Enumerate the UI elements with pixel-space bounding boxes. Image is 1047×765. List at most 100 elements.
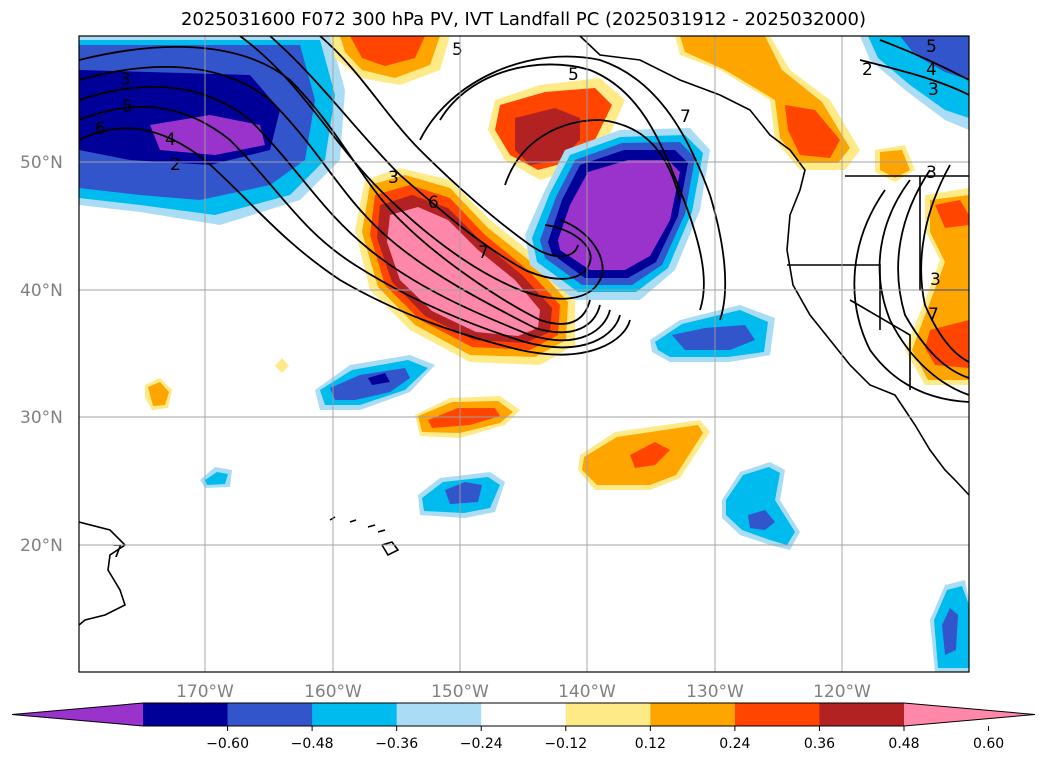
- contour-label: 6: [428, 193, 439, 213]
- contour-label: 7: [680, 107, 691, 127]
- pv-positive-anomaly-coast: [880, 150, 910, 178]
- ivt-contour: [269, 36, 592, 280]
- ivt-contour: [878, 179, 969, 396]
- lon-label: 120°W: [813, 682, 871, 702]
- pv-positive-anomaly-east-edge: [935, 200, 969, 228]
- colorbar-tick-label: 0.24: [719, 736, 750, 752]
- ivt-contour-labels: 3 5 6 4 2 3 5 6 7 5 7 2 3 4 5 3 3 7 7: [95, 37, 941, 562]
- colorbar-tick-label: 0.48: [888, 736, 919, 752]
- ivt-contour: [79, 65, 601, 334]
- pv-negative-anomaly-east: [558, 160, 680, 270]
- contour-label: 4: [165, 130, 176, 150]
- pv-negative-anomaly-nw: [150, 115, 265, 155]
- contour-label: 5: [568, 65, 579, 85]
- pv-positive-anomaly-small: [428, 408, 500, 428]
- ivt-contour: [419, 55, 727, 321]
- pv-positive-anomaly-small: [148, 382, 169, 406]
- colorbar-segment: [734, 703, 820, 726]
- west-pacific-coastline: [79, 521, 127, 626]
- pv-negative-anomaly-ne-corner: [900, 36, 969, 80]
- contour-label: 5: [122, 97, 133, 117]
- colorbar-tick-label: −0.36: [375, 736, 418, 752]
- lon-label: 160°W: [304, 682, 362, 702]
- ivt-contour: [319, 36, 579, 258]
- pv-negative-anomaly-small: [445, 482, 482, 504]
- contour-label: 4: [926, 60, 937, 80]
- contour-label: 3: [930, 270, 941, 290]
- lat-label: 30°N: [20, 408, 63, 428]
- contour-label: 3: [928, 80, 939, 100]
- colorbar-segment: [481, 703, 567, 726]
- colorbar-tick-label: 0.12: [635, 736, 666, 752]
- ivt-contour: [79, 46, 591, 325]
- ivt-contour: [859, 59, 969, 96]
- ivt-contour: [853, 189, 969, 403]
- colorbar-segment: [819, 703, 905, 726]
- ivt-contour: [79, 85, 611, 342]
- contour-label: 7: [928, 305, 939, 325]
- lon-label: 170°W: [176, 682, 234, 702]
- colorbar-extend-min: [12, 703, 143, 726]
- colorbar-tick-label: −0.12: [544, 736, 587, 752]
- latitude-labels: 50°N 40°N 30°N 20°N: [20, 153, 63, 556]
- pv-negative-anomaly-small: [330, 368, 410, 400]
- pv-shading: [79, 36, 969, 672]
- pv-positive-anomaly-ne: [515, 108, 580, 165]
- longitude-labels: 170°W 160°W 150°W 140°W 130°W 120°W: [176, 682, 871, 702]
- pv-negative-anomaly-small: [368, 373, 390, 385]
- contour-label: 2: [170, 155, 181, 175]
- lat-label: 50°N: [20, 153, 63, 173]
- map-frame: [78, 35, 970, 673]
- colorbar-segment: [143, 703, 229, 726]
- ivt-contour: [897, 169, 969, 379]
- ivt-contour: [504, 119, 681, 201]
- colorbar-tick-label: −0.24: [460, 736, 503, 752]
- ivt-contour: [79, 106, 621, 349]
- north-america-coastline: [579, 36, 969, 496]
- lat-label: 20°N: [20, 536, 63, 556]
- ivt-contour: [920, 164, 969, 363]
- lon-label: 140°W: [558, 682, 616, 702]
- colorbar-tick-label: 0.36: [804, 736, 835, 752]
- contour-label: 2: [862, 60, 873, 80]
- ivt-contour: [439, 63, 705, 311]
- colorbar-segment: [227, 703, 313, 726]
- colorbar-segment: [565, 703, 651, 726]
- contour-label: 3: [388, 168, 399, 188]
- pv-positive-anomaly-small: [275, 358, 289, 373]
- map-plot-area: 3 5 6 4 2 3 5 6 7 5 7 2 3 4 5 3 3 7 7: [79, 36, 969, 672]
- map-title: 2025031600 F072 300 hPa PV, IVT Landfall…: [180, 9, 867, 30]
- contour-label: 6: [95, 119, 106, 139]
- hawaii-islands: [329, 516, 400, 557]
- pv-positive-anomaly-north: [350, 36, 425, 66]
- contour-label: 3: [926, 163, 937, 183]
- pv-negative-anomaly-small: [672, 325, 755, 350]
- colorbar-segment: [650, 703, 736, 726]
- ivt-contour: [239, 36, 604, 300]
- ivt-contour: [879, 39, 969, 81]
- colorbar-outline: [11, 702, 1036, 727]
- colorbar-extend-max: [904, 703, 1035, 726]
- colorbar-segment: [312, 703, 398, 726]
- pv-negative-anomaly-small: [726, 467, 795, 545]
- colorbar-tick-label: −0.60: [206, 736, 249, 752]
- contour-label: 7: [112, 542, 123, 562]
- lon-label: 150°W: [431, 682, 489, 702]
- pv-positive-anomaly-small: [630, 442, 670, 468]
- contour-label: 5: [452, 40, 463, 60]
- pv-negative-anomaly-small: [748, 510, 775, 530]
- colorbar-segment: [396, 703, 482, 726]
- pv-negative-anomaly-small: [205, 472, 228, 485]
- gridlines: [79, 36, 969, 672]
- colorbar: −0.60 −0.48 −0.36 −0.24 −0.12 0.12 0.24 0.36 0.4…: [11, 702, 1036, 752]
- pv-positive-anomaly-coast: [785, 105, 840, 158]
- ivt-contours: [79, 36, 969, 403]
- ivt-contour: [79, 127, 631, 356]
- contour-label: 5: [926, 37, 937, 57]
- contour-label: 7: [478, 243, 489, 263]
- colorbar-tick-label: −0.48: [291, 736, 334, 752]
- contour-label: 3: [120, 70, 131, 90]
- lon-label: 130°W: [686, 682, 744, 702]
- colorbar-tick-label: 0.60: [973, 736, 1004, 752]
